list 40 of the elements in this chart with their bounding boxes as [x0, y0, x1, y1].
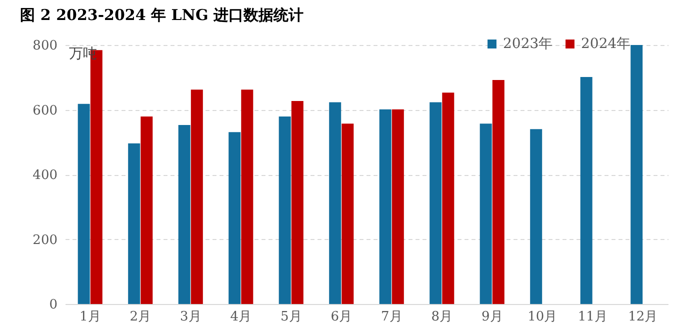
bar: [278, 116, 291, 304]
x-tick-label: 4月: [230, 310, 252, 324]
legend-label: 2023年: [503, 36, 553, 52]
x-tick-label: 10月: [528, 310, 558, 324]
y-tick-label: 400: [32, 168, 58, 183]
bar: [379, 109, 392, 304]
bar: [480, 124, 492, 304]
y-tick-label: 0: [49, 298, 58, 312]
bar: [342, 124, 354, 304]
bar: [530, 129, 542, 304]
bar: [430, 102, 442, 304]
x-tick-label: 6月: [330, 310, 352, 324]
bar: [241, 90, 254, 304]
bar: [140, 116, 153, 304]
bar: [78, 104, 90, 304]
bar: [580, 77, 592, 304]
chart-title: 图 2 2023-2024 年 LNG 进口数据统计: [20, 6, 304, 24]
bar: [492, 80, 504, 304]
x-tick-label: 3月: [180, 310, 202, 324]
bar: [128, 143, 140, 304]
bar: [329, 102, 342, 304]
x-tick-label: 7月: [380, 310, 402, 324]
bar: [392, 109, 404, 304]
y-tick-label: 600: [32, 103, 58, 118]
y-tick-label: 800: [32, 38, 58, 54]
x-tick-label: 1月: [79, 310, 101, 324]
x-tick-label: 9月: [481, 310, 503, 324]
bar: [442, 92, 454, 304]
y-tick-label: 200: [32, 232, 58, 248]
x-tick-label: 8月: [431, 310, 453, 324]
bar: [291, 101, 304, 304]
legend-label: 2024年: [581, 36, 631, 52]
x-tick-label: 5月: [280, 310, 302, 324]
bar: [630, 45, 643, 304]
x-tick-label: 2月: [130, 310, 152, 324]
bar: [228, 132, 241, 304]
x-tick-label: 11月: [578, 310, 608, 324]
bar: [190, 90, 203, 304]
bar: [178, 124, 190, 304]
x-tick-label: 12月: [628, 310, 658, 324]
